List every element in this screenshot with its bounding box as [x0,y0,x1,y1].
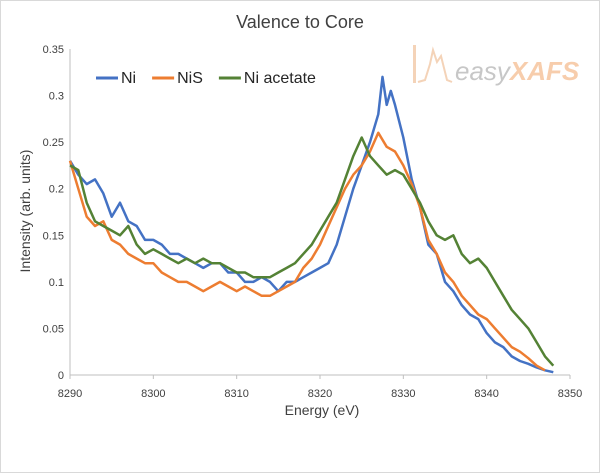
series-line-1 [68,75,554,374]
y-tick-label: 0.35 [43,44,64,56]
y-tick-label: 0.3 [49,91,64,103]
watermark-spectrum [417,46,453,83]
watermark-logo: easyXAFS [413,45,580,86]
y-tick-label: 0.15 [43,230,64,242]
x-tick-label: 8310 [224,388,248,400]
y-tick-label: 0.2 [49,184,64,196]
y-tick-label: 0 [58,370,64,382]
legend: Ni NiS Ni acetate [96,70,316,87]
y-axis-label: Intensity (arb. units) [17,150,33,273]
x-tick-label: 8290 [58,388,82,400]
series-group [68,75,555,374]
x-axis-label: Energy (eV) [285,402,360,418]
chart-title: Valence to Core [236,12,364,32]
watermark-text: easyXAFS [455,56,580,86]
x-tick-label: 8330 [391,388,415,400]
legend-label-3: Ni acetate [244,70,316,87]
watermark-bar [413,45,416,83]
legend-label-1: Ni [121,70,136,87]
y-tick-label: 0.05 [43,323,64,335]
x-tick-label: 8300 [141,388,165,400]
axes: 0 0.05 0.1 0.15 0.2 0.25 0.3 0.35 8290 8300 8310 83… [43,44,583,400]
series-line-2 [68,131,546,372]
legend-label-2: NiS [177,70,203,87]
y-tick-label: 0.25 [43,137,64,149]
x-tick-label: 8320 [308,388,332,400]
x-tick-label: 8350 [558,388,582,400]
x-tick-label: 8340 [474,388,498,400]
y-tick-label: 0.1 [49,277,64,289]
series-line-3 [69,136,555,367]
